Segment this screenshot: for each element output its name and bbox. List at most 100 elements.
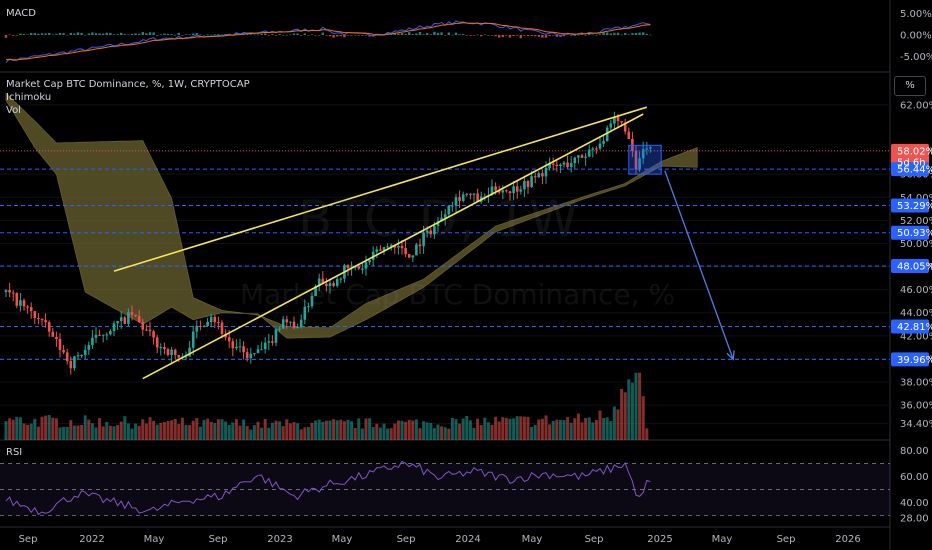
wedge-trendline xyxy=(142,113,644,380)
volume-bar xyxy=(270,422,274,440)
candle-body xyxy=(299,319,303,328)
price-label-text: 50.93% xyxy=(897,228,932,239)
volume-bar xyxy=(616,409,620,440)
percent-scale-button[interactable]: % xyxy=(894,76,926,96)
volume-bar xyxy=(627,379,631,440)
volume-bar xyxy=(105,421,109,440)
candle-body xyxy=(274,329,278,343)
volume-bar xyxy=(249,429,253,440)
volume-bar xyxy=(562,420,566,440)
macd-histogram-bar xyxy=(220,34,224,36)
macd-histogram-bar xyxy=(87,33,90,35)
volume-bar xyxy=(173,418,177,440)
candle-body xyxy=(289,321,292,323)
volume-bar xyxy=(404,421,408,440)
time-tick-label: 2022 xyxy=(79,534,104,545)
macd-histogram-bar xyxy=(584,35,587,36)
macd-histogram-bar xyxy=(508,35,512,38)
macd-histogram-bar xyxy=(195,33,198,35)
price-tick-label: 46.00% xyxy=(900,285,932,296)
macd-histogram-bar xyxy=(152,32,155,35)
macd-histogram-bar xyxy=(613,32,616,35)
candle-body xyxy=(195,325,199,332)
macd-histogram-bar xyxy=(598,34,602,35)
volume-bar xyxy=(544,415,548,440)
candle-body xyxy=(227,337,231,342)
volume-bar xyxy=(306,426,310,440)
volume-bar xyxy=(566,417,570,440)
macd-histogram-bar xyxy=(274,35,278,36)
macd-histogram-bar xyxy=(48,33,51,35)
macd-histogram-bar xyxy=(278,34,281,35)
candle-body xyxy=(620,121,623,123)
volume-bar xyxy=(551,420,555,440)
volume-bar xyxy=(195,417,199,440)
candle-body xyxy=(281,319,285,329)
volume-bar xyxy=(256,421,260,440)
candle-body xyxy=(134,314,137,317)
candle-body xyxy=(231,341,235,349)
candle-body xyxy=(137,316,141,323)
volume-bar xyxy=(76,425,80,440)
macd-histogram-bar xyxy=(30,33,33,35)
price-label-text: 58.02% xyxy=(897,146,932,157)
volume-bar xyxy=(51,417,55,440)
macd-histogram-bar xyxy=(400,32,404,35)
volume-bar xyxy=(33,418,37,440)
macd-histogram-bar xyxy=(645,33,648,35)
candle-body xyxy=(188,347,191,357)
rsi-tick-label: 40.00 xyxy=(900,498,929,509)
candle-body xyxy=(415,244,418,256)
macd-histogram-bar xyxy=(181,35,184,36)
candle-body xyxy=(15,293,19,306)
macd-histogram-bar xyxy=(235,33,238,35)
candle-body xyxy=(263,342,267,350)
candle-body xyxy=(206,321,209,327)
volume-bar xyxy=(126,423,130,440)
candle-body xyxy=(422,232,425,247)
volume-bar xyxy=(69,420,73,440)
macd-histogram-bar xyxy=(566,34,569,36)
candle-body xyxy=(407,254,411,258)
volume-bar xyxy=(382,423,386,440)
volume-bar xyxy=(479,425,483,440)
symbol-title[interactable]: Market Cap BTC Dominance, %, 1W, CRYPTOC… xyxy=(6,79,250,90)
macd-histogram-bar xyxy=(458,34,461,35)
volume-bar xyxy=(162,422,166,440)
volume-bar xyxy=(497,421,501,440)
candle-body xyxy=(490,186,494,196)
volume-bar xyxy=(418,428,422,440)
price-tick-label: 38.00% xyxy=(900,378,932,389)
volume-bar xyxy=(634,372,638,440)
candle-body xyxy=(357,266,361,269)
volume-bar xyxy=(296,423,300,440)
candle-body xyxy=(155,337,159,348)
macd-histogram-bar xyxy=(418,31,422,35)
candle-body xyxy=(11,292,15,294)
vol-label[interactable]: Vol xyxy=(6,105,21,116)
candle-body xyxy=(249,353,253,359)
macd-histogram-bar xyxy=(404,34,407,35)
macd-histogram-bar xyxy=(256,34,260,36)
candle-body xyxy=(551,163,555,165)
candle-body xyxy=(623,122,627,132)
volume-bar xyxy=(54,418,58,440)
time-tick-label: 2023 xyxy=(267,534,292,545)
macd-histogram-bar xyxy=(339,35,342,37)
time-tick-label: May xyxy=(522,534,543,545)
macd-histogram-bar xyxy=(15,35,18,36)
volume-bar xyxy=(375,423,379,440)
volume-bar xyxy=(216,419,220,440)
candle-body xyxy=(397,245,400,248)
macd-histogram-bar xyxy=(249,34,252,35)
volume-bar xyxy=(191,420,195,440)
volume-bar xyxy=(558,419,562,440)
macd-histogram-bar xyxy=(174,34,177,36)
candle-body xyxy=(591,148,595,150)
macd-histogram-bar xyxy=(314,35,317,36)
volume-bar xyxy=(144,423,148,440)
macd-histogram-bar xyxy=(292,33,296,35)
volume-bar xyxy=(252,425,256,440)
ichimoku-label[interactable]: Ichimoku xyxy=(6,92,52,103)
